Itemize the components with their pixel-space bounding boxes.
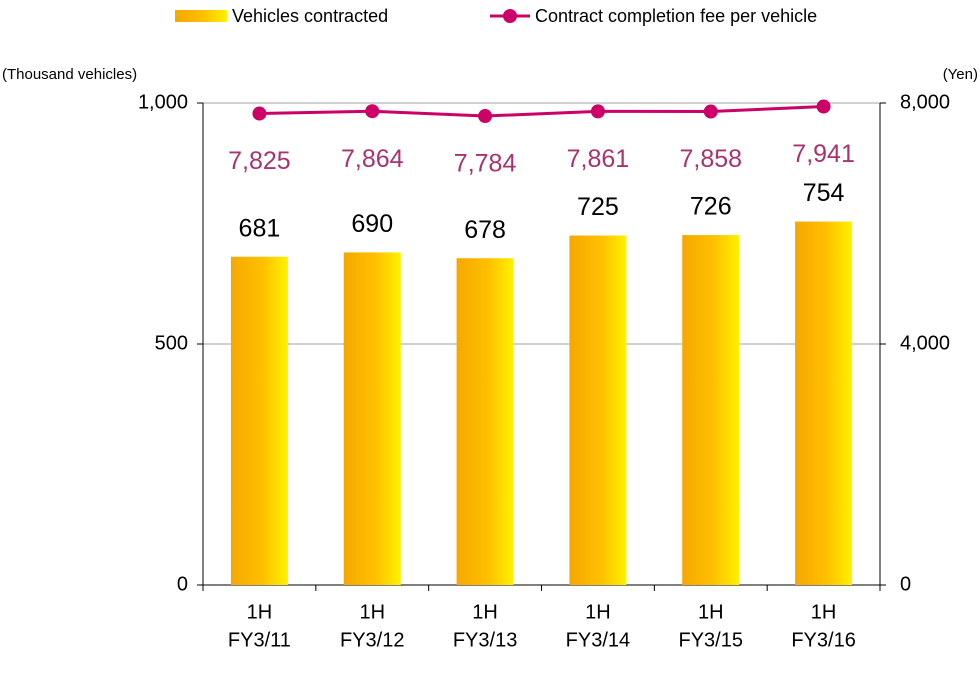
x-tick-label: 1H [359, 601, 385, 623]
bar [682, 235, 740, 585]
line-point [365, 104, 380, 119]
line [259, 105, 824, 118]
bar-value-label: 725 [577, 193, 619, 221]
y2-axis-label: (Yen) [943, 66, 978, 83]
bar-value-label: 678 [464, 216, 506, 244]
x-tick-label: 1H [472, 601, 498, 623]
legend-swatch [503, 9, 517, 23]
x-tick-label: FY3/16 [791, 629, 855, 651]
x-tick-label: 1H [247, 601, 273, 623]
line-value-label: 7,784 [454, 150, 517, 178]
y-axis-label: (Thousand vehicles) [2, 66, 137, 83]
line-point [478, 109, 493, 124]
x-tick-label: FY3/13 [453, 629, 517, 651]
bar-value-label: 726 [690, 193, 732, 221]
bar [456, 258, 514, 585]
y-tick-label: 0 [177, 573, 188, 595]
line-point [703, 104, 718, 119]
x-tick-label: 1H [585, 601, 611, 623]
line-point [590, 104, 605, 119]
x-tick-label: FY3/14 [566, 629, 630, 651]
x-tick-label: FY3/15 [679, 629, 743, 651]
bar [230, 256, 288, 585]
y2-tick-label: 4,000 [900, 332, 950, 354]
x-tick-label: FY3/12 [340, 629, 404, 651]
bar-value-label: 690 [351, 210, 393, 238]
bar [795, 221, 853, 585]
line-point [252, 106, 267, 121]
bar [569, 235, 627, 586]
legend-swatch [175, 10, 227, 22]
y-tick-label: 500 [155, 332, 188, 354]
legend-label: Vehicles contracted [232, 6, 388, 26]
line-value-label: 7,941 [792, 140, 855, 168]
line-value-label: 7,861 [567, 145, 630, 173]
y2-tick-label: 0 [900, 573, 911, 595]
line-value-label: 7,825 [228, 147, 291, 175]
x-tick-label: FY3/11 [228, 629, 291, 651]
y2-tick-label: 8,000 [900, 91, 950, 113]
line-point [816, 99, 831, 114]
line-value-label: 7,864 [341, 145, 404, 173]
x-tick-label: 1H [811, 601, 837, 623]
bar [343, 252, 401, 586]
legend-label: Contract completion fee per vehicle [535, 6, 817, 26]
x-tick-label: 1H [698, 601, 724, 623]
y-tick-label: 1,000 [138, 91, 188, 113]
bar-value-label: 681 [239, 214, 281, 242]
line-value-label: 7,858 [679, 145, 742, 173]
bar-value-label: 754 [803, 179, 845, 207]
